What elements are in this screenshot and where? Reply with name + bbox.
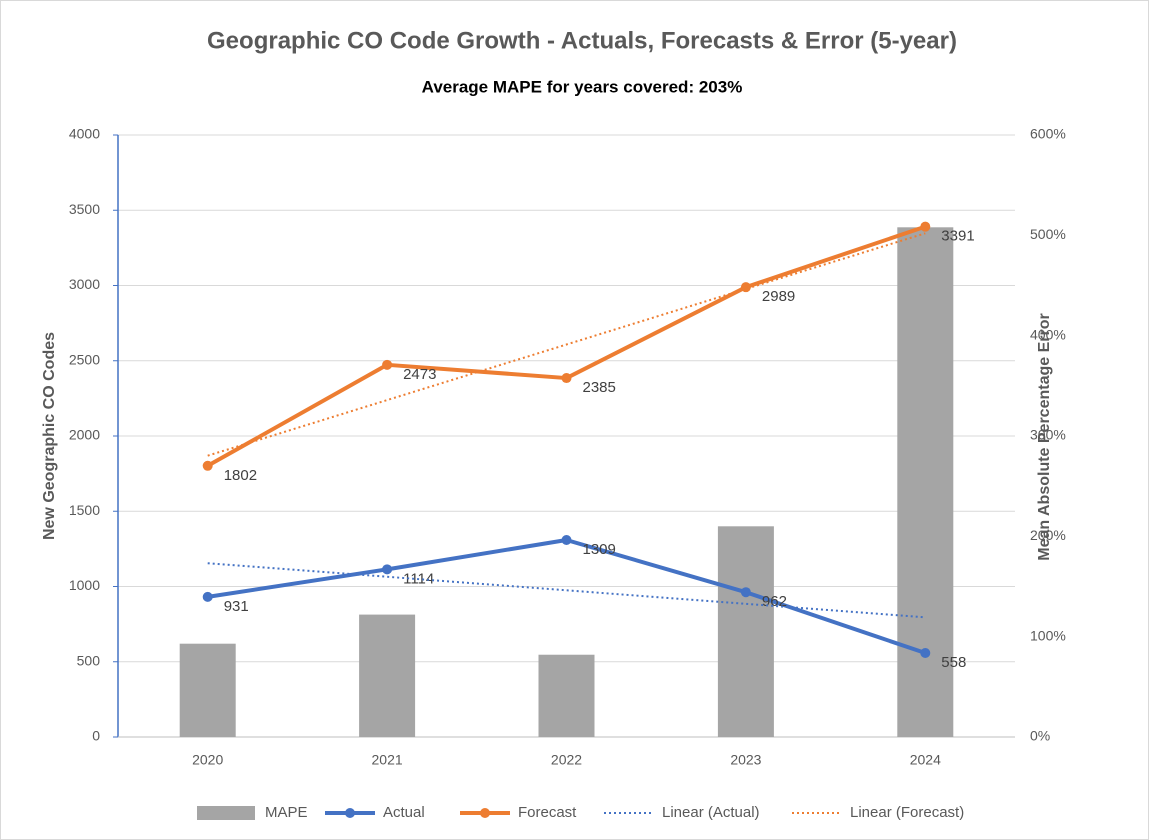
bar — [179, 643, 236, 737]
x-tick-label: 2023 — [730, 752, 761, 768]
data-label: 1309 — [583, 541, 616, 558]
y-tick-label: 3500 — [69, 201, 100, 217]
point — [561, 534, 572, 545]
x-tick-label: 2021 — [372, 752, 403, 768]
legend-swatch — [345, 808, 355, 818]
x-tick-label: 2022 — [551, 752, 582, 768]
data-label: 558 — [941, 654, 966, 671]
y2-tick-label: 600% — [1030, 126, 1066, 142]
y2-tick-label: 400% — [1030, 326, 1066, 342]
point — [920, 648, 931, 659]
y-tick-label: 0 — [92, 728, 100, 744]
y-tick-label: 500 — [77, 652, 101, 668]
data-label: 931 — [224, 598, 249, 615]
legend-swatch — [480, 808, 490, 818]
legend-label: Actual — [383, 804, 425, 821]
bar — [717, 526, 774, 737]
point — [920, 221, 931, 232]
y2-tick-label: 200% — [1030, 527, 1066, 543]
data-label: 1802 — [224, 467, 257, 484]
data-label: 2385 — [583, 379, 616, 396]
legend-label: MAPE — [265, 804, 308, 821]
y-tick-label: 3000 — [69, 276, 100, 292]
point — [561, 373, 572, 384]
point — [382, 564, 393, 575]
legend-swatch — [197, 806, 255, 820]
y-axis-title: New Geographic CO Codes — [41, 332, 58, 540]
y-tick-label: 2500 — [69, 351, 100, 367]
point — [202, 591, 213, 602]
legend-label: Linear (Forecast) — [850, 804, 964, 821]
data-label: 962 — [762, 593, 787, 610]
bar — [359, 614, 416, 737]
data-label: 3391 — [941, 228, 974, 245]
y-tick-label: 4000 — [69, 126, 100, 142]
y-tick-label: 1500 — [69, 502, 100, 518]
bar — [538, 654, 595, 737]
point — [740, 282, 751, 293]
y2-tick-label: 300% — [1030, 427, 1066, 443]
legend-label: Linear (Actual) — [662, 804, 760, 821]
x-tick-label: 2024 — [910, 752, 941, 768]
chart-subtitle: Average MAPE for years covered: 203% — [422, 77, 743, 96]
y-tick-label: 1000 — [69, 577, 100, 593]
point — [382, 359, 393, 370]
point — [740, 587, 751, 598]
x-tick-label: 2020 — [192, 752, 223, 768]
y2-tick-label: 0% — [1030, 728, 1050, 744]
data-label: 2473 — [403, 366, 436, 383]
y-tick-label: 2000 — [69, 427, 100, 443]
y2-axis-title: Mean Absolute Percentage Error — [1036, 313, 1053, 561]
point — [202, 460, 213, 471]
chart-title: Geographic CO Code Growth - Actuals, For… — [207, 27, 957, 54]
legend-label: Forecast — [518, 804, 577, 821]
trendline — [207, 232, 926, 457]
y2-tick-label: 500% — [1030, 226, 1066, 242]
data-label: 2989 — [762, 288, 795, 305]
y2-tick-label: 100% — [1030, 627, 1066, 643]
